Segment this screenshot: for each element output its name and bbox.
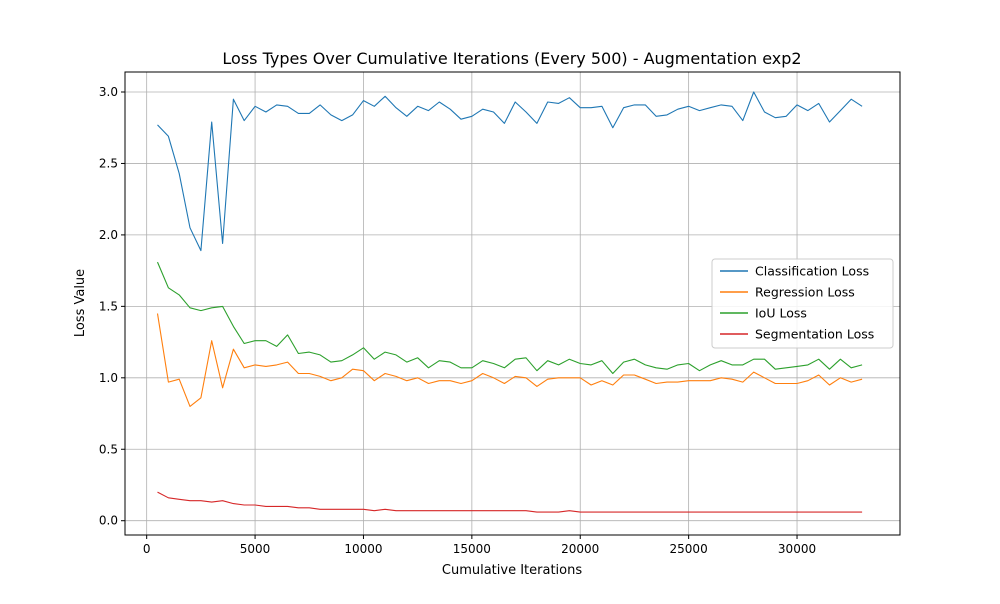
x-axis-label: Cumulative Iterations xyxy=(442,563,582,578)
x-tick-label: 20000 xyxy=(561,542,599,556)
x-tick-label: 10000 xyxy=(344,542,382,556)
y-tick-label: 0.5 xyxy=(99,442,118,456)
y-tick-label: 2.5 xyxy=(99,156,118,170)
x-axis-ticks: 0 5000 10000 15000 20000 25000 30000 xyxy=(143,535,816,556)
legend: Classification Loss Regression Loss IoU Lo… xyxy=(711,258,894,349)
plot-frame xyxy=(124,71,901,536)
series-line-iou-loss xyxy=(156,261,863,375)
legend-label: IoU Loss xyxy=(755,306,807,321)
y-axis-ticks: 0.0 0.5 1.0 1.5 2.0 2.5 3.0 xyxy=(99,85,125,528)
y-tick-label: 2.0 xyxy=(99,228,118,242)
y-axis-label: Loss Value xyxy=(73,269,88,337)
chart-title: Loss Types Over Cumulative Iterations (E… xyxy=(222,49,801,68)
x-tick-label: 25000 xyxy=(670,542,708,556)
y-tick-label: 1.5 xyxy=(99,299,118,313)
y-tick-label: 1.0 xyxy=(99,371,118,385)
x-tick-label: 0 xyxy=(143,542,151,556)
x-tick-label: 30000 xyxy=(778,542,816,556)
legend-label: Segmentation Loss xyxy=(755,327,874,342)
series-line-classification-loss xyxy=(157,91,863,252)
x-tick-label: 5000 xyxy=(240,542,271,556)
series-line-segmentation-loss xyxy=(157,491,863,513)
x-tick-label: 15000 xyxy=(453,542,491,556)
legend-box xyxy=(711,258,894,349)
y-tick-label: 0.0 xyxy=(99,514,118,528)
gridlines xyxy=(125,72,900,535)
legend-label: Classification Loss xyxy=(755,264,869,279)
legend-label: Regression Loss xyxy=(755,285,855,300)
series-line-regression-loss xyxy=(156,313,863,407)
y-tick-label: 3.0 xyxy=(99,85,118,99)
series-lines xyxy=(156,91,863,513)
